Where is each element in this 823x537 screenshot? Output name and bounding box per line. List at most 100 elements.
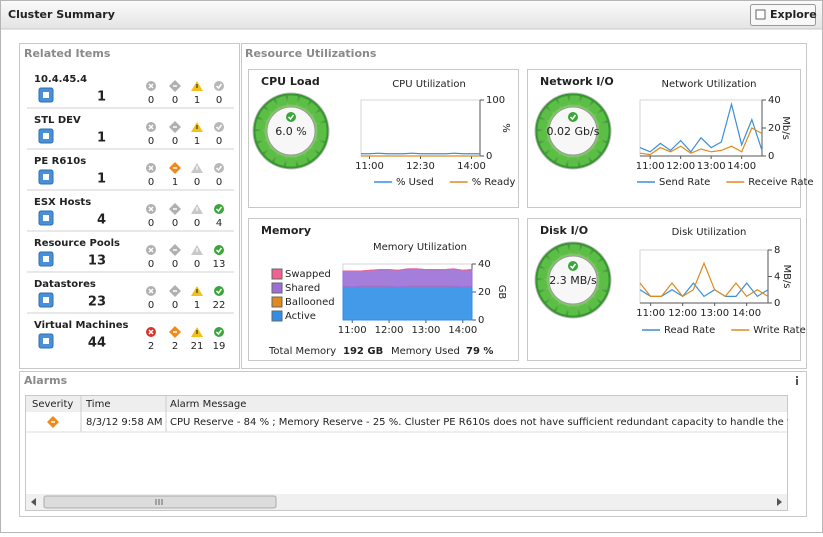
page-title: Cluster Summary	[8, 8, 115, 21]
column-header: Severity	[32, 399, 73, 410]
error-x	[148, 247, 154, 253]
ok-icon	[214, 245, 224, 255]
button-label[interactable]: Explore	[770, 8, 817, 21]
ok-check	[215, 83, 223, 90]
ok-icon	[214, 122, 224, 132]
y-tick-label: 20	[768, 123, 781, 134]
status-count: 0	[216, 95, 222, 106]
info-dot[interactable]	[796, 376, 798, 378]
gauge-check	[287, 114, 295, 121]
ok-check	[215, 288, 223, 295]
alarm-message: CPU Reserve - 84 % ; Memory Reserve - 25…	[170, 417, 809, 428]
item-name: 10.4.45.4	[34, 74, 87, 85]
status-count: 0	[194, 177, 200, 188]
scroll-thumb[interactable]	[43, 495, 277, 509]
gauge-check	[569, 263, 577, 270]
y-tick-label: 0	[774, 298, 780, 309]
error-x	[148, 124, 154, 130]
error-x	[148, 83, 154, 89]
x-tick-label: 11:00	[355, 161, 384, 172]
legend-label: Swapped	[285, 269, 331, 280]
gauge-face	[548, 255, 598, 305]
column-header: Alarm Message	[170, 399, 246, 410]
error-x	[148, 329, 154, 335]
plot-area	[360, 99, 481, 157]
error-x	[148, 165, 154, 171]
ok-icon	[214, 163, 224, 173]
x-tick-label: 12:00	[668, 308, 697, 319]
x-tick-label: 14:00	[727, 161, 756, 172]
ok-check	[215, 247, 223, 254]
status-count: 0	[172, 136, 178, 147]
ok-icon	[214, 327, 224, 337]
info-stem[interactable]	[796, 379, 798, 385]
explore-icon[interactable]	[755, 9, 766, 20]
legend-label: Send Rate	[659, 177, 710, 188]
metric-title: CPU Load	[261, 75, 320, 88]
footer-value: 192 GB	[343, 346, 383, 357]
item-icon-inner	[43, 92, 49, 98]
scroll-grip[interactable]	[155, 499, 163, 505]
status-count: 0	[172, 95, 178, 106]
item-count: 23	[88, 295, 106, 310]
status-count: 0	[194, 218, 200, 229]
h-scrollbar[interactable]	[26, 494, 787, 510]
x-tick-label: 11:00	[636, 308, 665, 319]
item-name: Virtual Machines	[34, 320, 129, 331]
header-bar	[1, 1, 822, 29]
x-tick-label: 11:00	[636, 161, 665, 172]
status-count: 2	[148, 341, 154, 352]
legend-label: Write Rate	[753, 325, 806, 336]
column-header: Time	[85, 399, 110, 410]
explore-button[interactable]: Explore	[750, 4, 817, 26]
status-count: 4	[216, 218, 222, 229]
status-count: 0	[216, 177, 222, 188]
scroll-left[interactable]	[31, 498, 36, 506]
status-count: 0	[148, 95, 154, 106]
item-count: 13	[88, 254, 106, 269]
y-tick-label: 100	[486, 95, 505, 106]
panel-title: Alarms	[24, 374, 68, 387]
item-count: 4	[97, 213, 106, 228]
status-count: 22	[213, 300, 226, 311]
metric-title: Network I/O	[540, 75, 614, 88]
item-icon-inner	[43, 174, 49, 180]
status-count: 0	[148, 177, 154, 188]
gauge-value: 6.0 %	[275, 125, 306, 138]
y-axis-label: %	[500, 123, 511, 133]
item-icon-inner	[43, 133, 49, 139]
scroll-right[interactable]	[777, 498, 782, 506]
panel-title: Related Items	[24, 47, 111, 60]
ok-icon	[214, 81, 224, 91]
legend-swatch	[271, 282, 283, 294]
item-name: Resource Pools	[34, 238, 120, 249]
item-name: PE R610s	[34, 156, 86, 167]
status-count: 0	[194, 259, 200, 270]
gauge-segments	[537, 95, 609, 167]
item-count: 44	[88, 336, 106, 351]
item-count: 1	[97, 131, 106, 146]
status-count: 2	[172, 341, 178, 352]
alarm-time: 8/3/12 9:58 AM	[86, 417, 162, 428]
y-tick-label: 4	[774, 272, 780, 283]
x-tick-label: 12:30	[406, 161, 435, 172]
status-count: 0	[148, 218, 154, 229]
info-icon[interactable]	[796, 376, 798, 385]
line	[639, 127, 763, 156]
gauge-face	[548, 106, 598, 156]
item-icon	[38, 292, 54, 308]
legend-label: % Ready	[472, 177, 516, 188]
error-x	[148, 206, 154, 212]
line	[639, 261, 769, 298]
y-tick-label: 0	[768, 151, 774, 162]
button-frame[interactable]	[750, 4, 816, 26]
status-count: 13	[213, 259, 226, 270]
legend-label: Active	[285, 311, 316, 322]
status-count: 1	[194, 300, 200, 311]
status-count: 1	[194, 95, 200, 106]
item-icon	[38, 251, 54, 267]
status-count: 0	[148, 259, 154, 270]
gauge-segments	[255, 95, 327, 167]
y-tick-label: 40	[768, 95, 781, 106]
